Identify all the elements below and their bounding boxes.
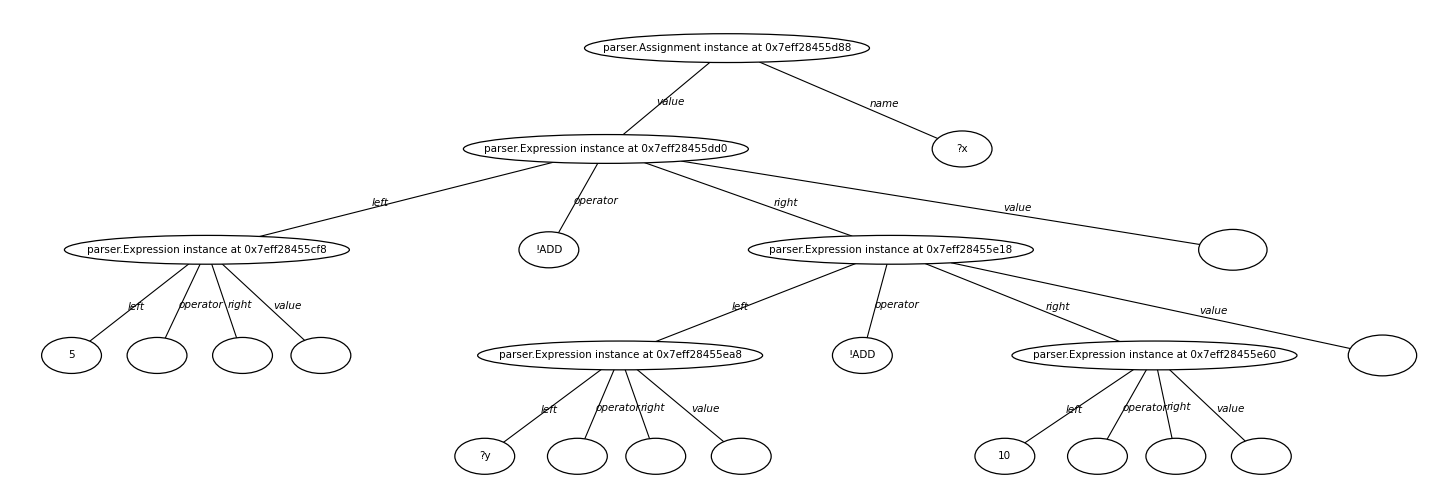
Ellipse shape bbox=[585, 34, 869, 63]
Text: value: value bbox=[656, 97, 685, 107]
Text: left: left bbox=[731, 302, 749, 312]
Ellipse shape bbox=[1012, 341, 1297, 370]
Text: right: right bbox=[227, 300, 252, 310]
Ellipse shape bbox=[212, 338, 272, 373]
Ellipse shape bbox=[291, 338, 350, 373]
Text: value: value bbox=[1003, 203, 1031, 213]
Text: value: value bbox=[273, 301, 302, 311]
Text: parser.Expression instance at 0x7eff28455e60: parser.Expression instance at 0x7eff2845… bbox=[1032, 350, 1277, 361]
Ellipse shape bbox=[464, 135, 749, 163]
Text: parser.Expression instance at 0x7eff28455ea8: parser.Expression instance at 0x7eff2845… bbox=[499, 350, 742, 361]
Ellipse shape bbox=[833, 338, 893, 373]
Ellipse shape bbox=[625, 438, 686, 474]
Text: parser.Expression instance at 0x7eff28455dd0: parser.Expression instance at 0x7eff2845… bbox=[484, 144, 727, 154]
Text: ?y: ?y bbox=[478, 451, 490, 461]
Ellipse shape bbox=[1348, 335, 1416, 376]
Text: right: right bbox=[1045, 302, 1070, 312]
Text: value: value bbox=[1198, 306, 1227, 316]
Ellipse shape bbox=[1067, 438, 1127, 474]
Ellipse shape bbox=[711, 438, 771, 474]
Text: value: value bbox=[1217, 404, 1245, 414]
Text: left: left bbox=[541, 405, 557, 415]
Ellipse shape bbox=[519, 232, 579, 268]
Ellipse shape bbox=[64, 235, 349, 264]
Text: right: right bbox=[774, 198, 798, 208]
Text: parser.Expression instance at 0x7eff28455cf8: parser.Expression instance at 0x7eff2845… bbox=[87, 245, 327, 255]
Text: parser.Assignment instance at 0x7eff28455d88: parser.Assignment instance at 0x7eff2845… bbox=[603, 43, 851, 53]
Text: operator: operator bbox=[573, 196, 618, 206]
Text: 5: 5 bbox=[68, 350, 74, 361]
Ellipse shape bbox=[1232, 438, 1291, 474]
Text: operator: operator bbox=[596, 403, 641, 413]
Ellipse shape bbox=[126, 338, 188, 373]
Ellipse shape bbox=[932, 131, 992, 167]
Ellipse shape bbox=[455, 438, 515, 474]
Text: ?x: ?x bbox=[957, 144, 968, 154]
Ellipse shape bbox=[42, 338, 102, 373]
Text: left: left bbox=[371, 198, 388, 208]
Text: operator: operator bbox=[1122, 403, 1166, 413]
Ellipse shape bbox=[1146, 438, 1205, 474]
Text: left: left bbox=[128, 302, 144, 312]
Text: 10: 10 bbox=[999, 451, 1012, 461]
Text: right: right bbox=[640, 402, 664, 413]
Text: !ADD: !ADD bbox=[535, 245, 563, 255]
Ellipse shape bbox=[477, 341, 763, 370]
Ellipse shape bbox=[548, 438, 608, 474]
Text: name: name bbox=[869, 99, 900, 109]
Text: parser.Expression instance at 0x7eff28455e18: parser.Expression instance at 0x7eff2845… bbox=[769, 245, 1012, 255]
Text: !ADD: !ADD bbox=[849, 350, 877, 361]
Ellipse shape bbox=[1198, 229, 1266, 270]
Text: left: left bbox=[1066, 405, 1083, 415]
Ellipse shape bbox=[976, 438, 1035, 474]
Text: operator: operator bbox=[875, 300, 919, 310]
Text: value: value bbox=[691, 404, 720, 415]
Ellipse shape bbox=[749, 235, 1034, 264]
Text: right: right bbox=[1166, 402, 1191, 413]
Text: operator: operator bbox=[179, 300, 224, 310]
